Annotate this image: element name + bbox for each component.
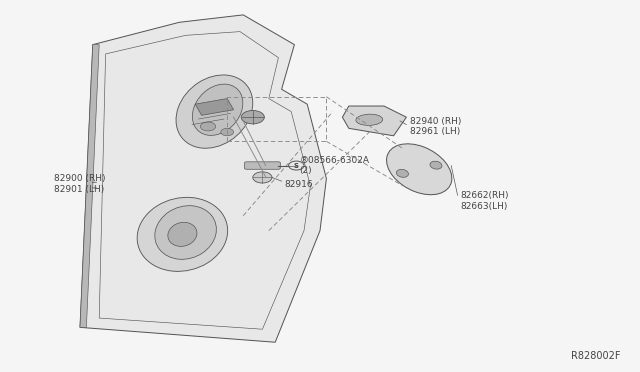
Polygon shape [80, 15, 326, 342]
Circle shape [221, 128, 234, 136]
Text: ®08566-6302A
(2): ®08566-6302A (2) [300, 156, 369, 175]
Text: 82940 (RH)
82961 (LH): 82940 (RH) 82961 (LH) [410, 117, 461, 136]
Text: 82916: 82916 [285, 180, 314, 189]
Ellipse shape [155, 206, 216, 259]
FancyBboxPatch shape [244, 162, 280, 169]
Polygon shape [342, 106, 406, 136]
Ellipse shape [387, 144, 452, 195]
Circle shape [253, 172, 272, 183]
Ellipse shape [168, 222, 197, 246]
Ellipse shape [193, 84, 243, 135]
Ellipse shape [176, 75, 253, 148]
Text: 82900 (RH)
82901 (LH): 82900 (RH) 82901 (LH) [54, 174, 106, 194]
Text: 82662(RH)
82663(LH): 82662(RH) 82663(LH) [461, 191, 509, 211]
Ellipse shape [137, 197, 228, 272]
Circle shape [200, 122, 216, 131]
Text: R828002F: R828002F [572, 351, 621, 361]
Polygon shape [195, 99, 234, 115]
Circle shape [241, 110, 264, 124]
Ellipse shape [430, 161, 442, 169]
Polygon shape [80, 45, 99, 327]
Ellipse shape [396, 169, 408, 177]
Ellipse shape [356, 114, 383, 125]
Text: S: S [294, 163, 299, 169]
